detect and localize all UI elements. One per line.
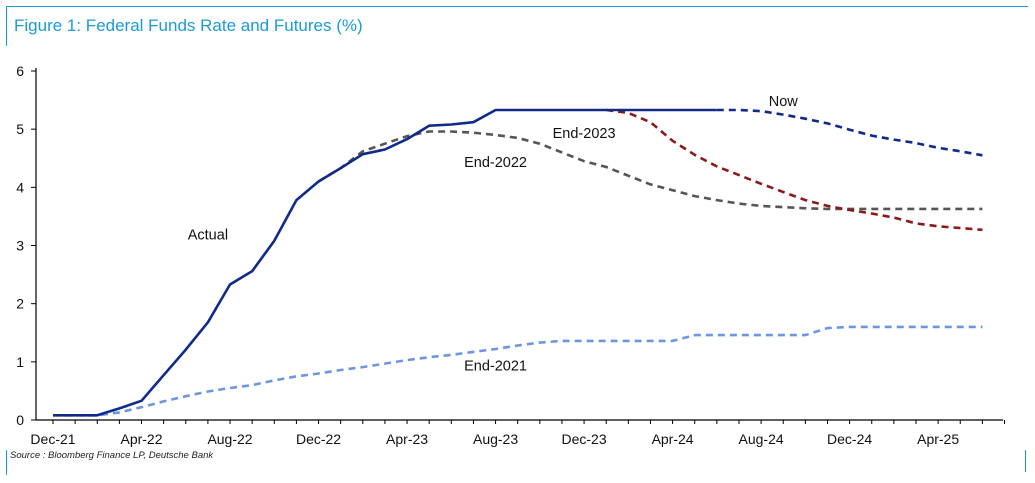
series-label: Actual bbox=[188, 228, 228, 244]
y-tick-label: 4 bbox=[16, 179, 24, 195]
series-label: End-2023 bbox=[553, 126, 616, 142]
x-tick-label: Dec-23 bbox=[562, 431, 607, 447]
chart-series bbox=[53, 108, 983, 417]
figure-frame-bottom-left bbox=[6, 450, 7, 475]
series-label: End-2022 bbox=[464, 155, 527, 171]
x-tick-label: Apr-22 bbox=[120, 431, 162, 447]
series-line-actual bbox=[53, 108, 717, 417]
x-tick-label: Apr-24 bbox=[652, 431, 694, 447]
series-line-end-2022 bbox=[317, 130, 983, 211]
y-tick-label: 6 bbox=[16, 63, 24, 79]
x-tick-label: Dec-21 bbox=[30, 431, 75, 447]
figure-frame-top bbox=[6, 6, 1028, 7]
y-tick-label: 0 bbox=[16, 412, 24, 428]
figure-title: Figure 1: Federal Funds Rate and Futures… bbox=[14, 16, 363, 35]
series-line-end-2023 bbox=[606, 108, 983, 232]
y-tick-label: 3 bbox=[16, 238, 24, 254]
y-tick-label: 2 bbox=[16, 296, 24, 312]
source-note: Source : Bloomberg Finance LP, Deutsche … bbox=[10, 450, 214, 461]
x-tick-label: Aug-24 bbox=[739, 431, 784, 447]
y-tick-label: 1 bbox=[16, 354, 24, 370]
x-tick-label: Dec-24 bbox=[827, 431, 872, 447]
figure-frame-left bbox=[6, 6, 7, 46]
series-label: End-2021 bbox=[464, 359, 527, 375]
x-tick-label: Aug-22 bbox=[207, 431, 252, 447]
x-tick-label: Apr-23 bbox=[386, 431, 428, 447]
x-tick-label: Dec-22 bbox=[296, 431, 341, 447]
y-tick-label: 5 bbox=[16, 121, 24, 137]
x-tick-label: Apr-25 bbox=[917, 431, 959, 447]
x-tick-label: Aug-23 bbox=[473, 431, 518, 447]
chart-annotations: Actual Now End-2023 End-2022 End-2021 bbox=[188, 94, 799, 375]
series-label: Now bbox=[769, 94, 799, 110]
series-line-end-2021 bbox=[53, 325, 983, 417]
chart-axes: 0 1 2 3 4 5 6 Dec-21 Apr-22 Aug-22 Dec-22 Apr-23 Aug… bbox=[16, 63, 1006, 447]
series-line-now bbox=[716, 108, 983, 157]
figure-frame-bottom-right bbox=[1025, 450, 1026, 472]
